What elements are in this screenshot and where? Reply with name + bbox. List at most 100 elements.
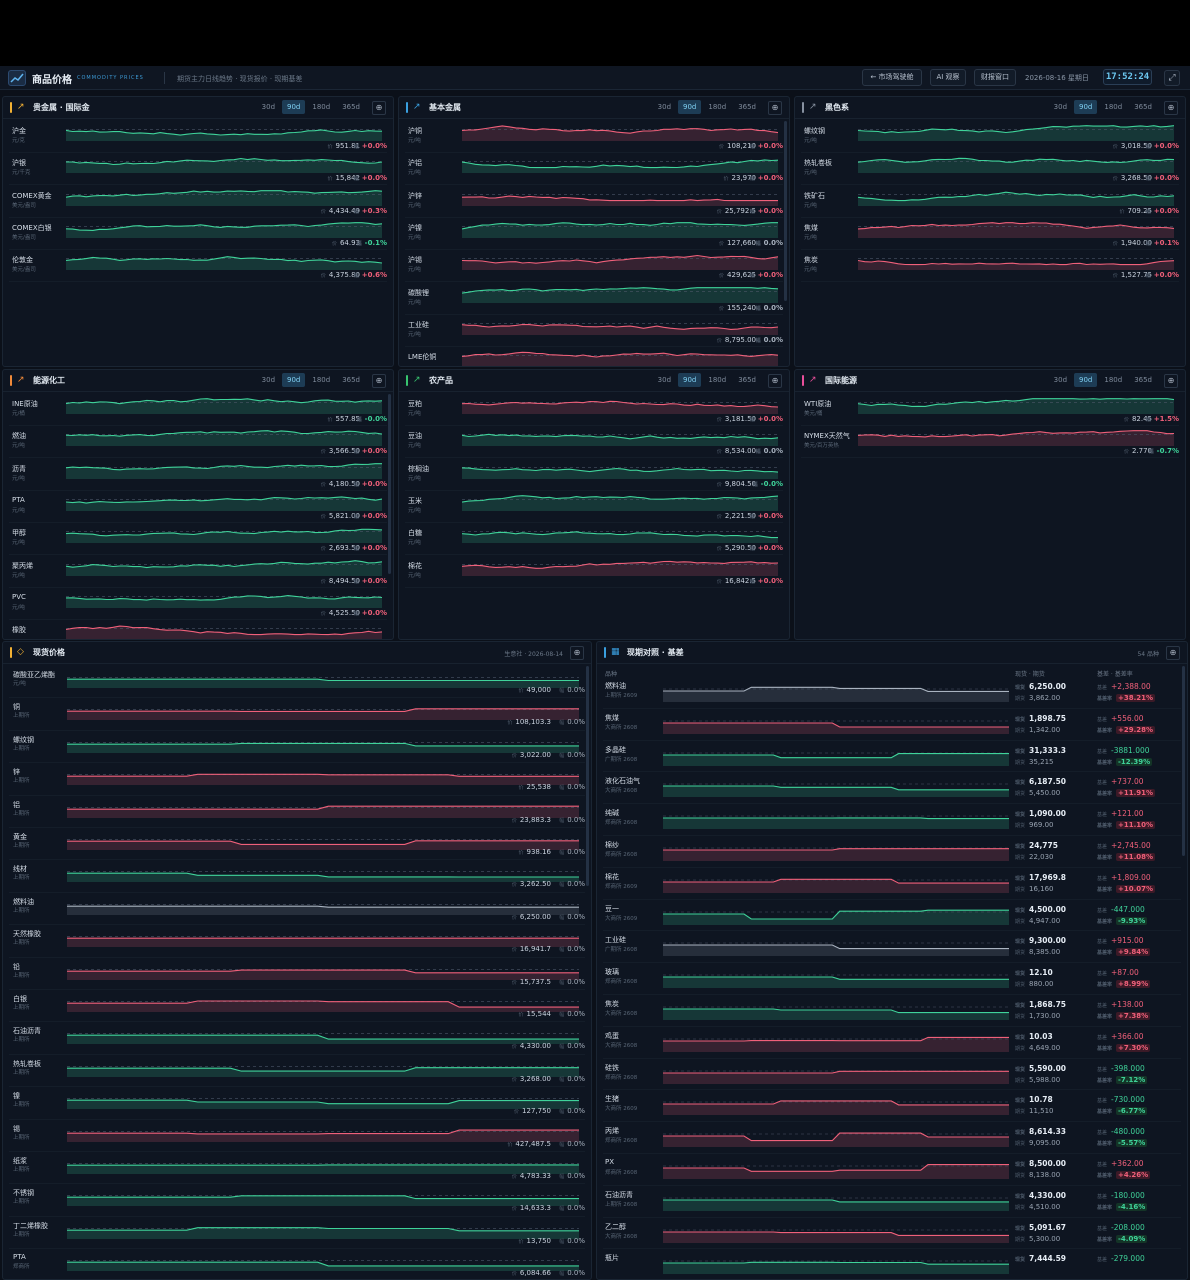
basis-row[interactable]: 棉纱 郑商所 2608 现货 24,775 期货 22,030 基差 +2,745.00 基差率… bbox=[603, 836, 1181, 868]
basis-row[interactable]: 纯碱 郑商所 2608 现货 1,090.00 期货 969.00 基差 +121.00 基差率… bbox=[603, 804, 1181, 836]
basis-row[interactable]: 多晶硅 广期所 2608 现货 31,333.3 期货 35,215 基差 -3881.000… bbox=[603, 741, 1181, 773]
zoom-icon[interactable]: ⊕ bbox=[1164, 101, 1178, 115]
range-30d[interactable]: 30d bbox=[657, 103, 672, 111]
zoom-icon[interactable]: ⊕ bbox=[1164, 374, 1178, 388]
spot-row[interactable]: 锡上期所价 427,487.5 幅 0.0% bbox=[9, 1120, 585, 1152]
basis-row[interactable]: 石油沥青 上期所 2608 现货 4,330.00 期货 4,510.00 基差 -180.0… bbox=[603, 1186, 1181, 1218]
market-row[interactable]: NYMEX天然气 美元/百万英热价 2.770 幅 -0.7% bbox=[801, 426, 1179, 459]
spot-row[interactable]: 铝上期所价 23,883.3 幅 0.0% bbox=[9, 796, 585, 828]
market-row[interactable]: 燃油 元/吨价 3,566.50 幅 +0.0% bbox=[9, 426, 387, 459]
spot-row[interactable]: 铜上期所价 108,103.3 幅 0.0% bbox=[9, 698, 585, 731]
market-row[interactable]: 热轧卷板 元/吨价 3,268.50 幅 +0.0% bbox=[801, 153, 1179, 186]
market-row[interactable]: PTA 元/吨价 5,821.00 幅 +0.0% bbox=[9, 491, 387, 523]
basis-row[interactable]: 丙烯 郑商所 2608 现货 8,614.33 期货 9,095.00 基差 -480.000… bbox=[603, 1122, 1181, 1154]
market-row[interactable]: 棕榈油 元/吨价 9,804.50 幅 -0.0% bbox=[405, 459, 783, 491]
market-row[interactable]: 沪铝 元/吨价 23,970 幅 +0.0% bbox=[405, 153, 783, 186]
range-365d[interactable]: 365d bbox=[342, 103, 360, 111]
range-365d[interactable]: 365d bbox=[1134, 103, 1152, 111]
range-180d[interactable]: 180d bbox=[312, 376, 331, 384]
market-row[interactable]: 焦煤 元/吨价 1,940.00 幅 +0.1% bbox=[801, 218, 1179, 250]
market-cockpit-button[interactable]: ← 市场驾驶舱 bbox=[862, 69, 922, 86]
spot-row[interactable]: 燃料油 上期所价 6,250.00 幅 0.0% bbox=[9, 893, 585, 926]
earnings-window-button[interactable]: 财报窗口 bbox=[974, 69, 1016, 86]
market-row[interactable]: 沪金 元/克价 951.81 幅 +0.0% bbox=[9, 121, 387, 153]
range-30d[interactable]: 30d bbox=[1053, 103, 1068, 111]
range-90d[interactable]: 90d bbox=[1074, 100, 1098, 114]
basis-row[interactable]: 豆一 大商所 2609 现货 4,500.00 期货 4,947.00 基差 -447.000… bbox=[603, 900, 1181, 932]
spot-row[interactable]: 天然橡胶 上期所价 16,941.7 幅 0.0% bbox=[9, 925, 585, 958]
basis-row[interactable]: 鸡蛋 大商所 2608 现货 10.03 期货 4,649.00 基差 +366.00 基差率 +… bbox=[603, 1027, 1181, 1059]
range-90d[interactable]: 90d bbox=[282, 100, 306, 114]
fullscreen-icon[interactable]: ⤢ bbox=[1164, 70, 1180, 86]
market-row[interactable]: 沪锡 元/吨价 429,625 幅 +0.0% bbox=[405, 250, 783, 283]
basis-row[interactable]: 燃料油 上期所 2609 现货 6,250.00 期货 3,862.00 基差 +2,388.… bbox=[603, 677, 1181, 709]
range-30d[interactable]: 30d bbox=[657, 376, 672, 384]
range-30d[interactable]: 30d bbox=[261, 376, 276, 384]
zoom-icon[interactable]: ⊕ bbox=[372, 101, 386, 115]
range-365d[interactable]: 365d bbox=[738, 376, 756, 384]
market-row[interactable]: 沪铜 元/吨价 108,210 幅 +0.0% bbox=[405, 121, 783, 153]
market-row[interactable]: PVC 元/吨价 4,525.50 幅 +0.0% bbox=[9, 588, 387, 620]
basis-row[interactable]: 生猪 大商所 2609 现货 10.78 期货 11,510 基差 -730.000 基差率 -6… bbox=[603, 1090, 1181, 1123]
market-row[interactable]: WTI原油 美元/桶价 82.45 幅 +1.5% bbox=[801, 394, 1179, 426]
spot-row[interactable]: 碳酸亚乙烯酯 元/吨价 49,000 幅 0.0% bbox=[9, 666, 585, 699]
ai-observe-button[interactable]: AI 观察 bbox=[930, 69, 966, 86]
range-365d[interactable]: 365d bbox=[738, 103, 756, 111]
range-90d[interactable]: 90d bbox=[678, 100, 702, 114]
market-row[interactable]: COMEX白银 美元/盎司价 64.93 幅 -0.1% bbox=[9, 218, 387, 250]
market-row[interactable]: 沪锌 元/吨价 25,792.5 幅 +0.0% bbox=[405, 186, 783, 218]
basis-row[interactable]: 焦煤 大商所 2608 现货 1,898.75 期货 1,342.00 基差 +556.00 基… bbox=[603, 709, 1181, 741]
market-row[interactable]: 焦炭 元/吨价 1,527.75 幅 +0.0% bbox=[801, 250, 1179, 283]
zoom-icon[interactable]: ⊕ bbox=[768, 101, 782, 115]
market-row[interactable]: 伦敦金 美元/盎司价 4,375.80 幅 +0.6% bbox=[9, 250, 387, 283]
basis-row[interactable]: 乙二醇 大商所 2608 现货 5,091.67 期货 5,300.00 基差 -208.00… bbox=[603, 1218, 1181, 1250]
range-90d[interactable]: 90d bbox=[282, 373, 306, 387]
zoom-icon[interactable]: ⊕ bbox=[768, 374, 782, 388]
basis-row[interactable]: 液化石油气 大商所 2608 现货 6,187.50 期货 5,450.00 基差 +737.… bbox=[603, 772, 1181, 805]
spot-row[interactable]: PTA 郑商所价 6,084.66 幅 0.0% bbox=[9, 1249, 585, 1279]
basis-row[interactable]: 硅铁 郑商所 2608 现货 5,590.00 期货 5,988.00 基差 -398.000… bbox=[603, 1059, 1181, 1091]
basis-row[interactable]: 玻璃 郑商所 2608 现货 12.10 期货 880.00 基差 +87.00 基差率 +8.9… bbox=[603, 963, 1181, 995]
market-row[interactable]: 豆粕 元/吨价 3,181.50 幅 +0.0% bbox=[405, 394, 783, 426]
range-30d[interactable]: 30d bbox=[1053, 376, 1068, 384]
spot-row[interactable]: 锌上期所价 25,538 幅 0.0% bbox=[9, 763, 585, 796]
spot-row[interactable]: 白银 上期所价 15,544 幅 0.0% bbox=[9, 990, 585, 1023]
basis-row[interactable]: 焦炭 大商所 2608 现货 1,868.75 期货 1,730.00 基差 +138.00 基… bbox=[603, 995, 1181, 1027]
spot-row[interactable]: 黄金 上期所价 938.16 幅 0.0% bbox=[9, 828, 585, 861]
spot-row[interactable]: 铅上期所价 15,737.5 幅 0.0% bbox=[9, 958, 585, 990]
range-90d[interactable]: 90d bbox=[1074, 373, 1098, 387]
scrollbar[interactable] bbox=[784, 121, 787, 301]
spot-row[interactable]: 螺纹钢 上期所价 3,022.00 幅 0.0% bbox=[9, 731, 585, 764]
range-180d[interactable]: 180d bbox=[1104, 103, 1123, 111]
market-row[interactable]: 螺纹钢 元/吨价 3,018.50 幅 +0.0% bbox=[801, 121, 1179, 153]
range-180d[interactable]: 180d bbox=[708, 376, 727, 384]
spot-row[interactable]: 热轧卷板 上期所价 3,268.00 幅 0.0% bbox=[9, 1055, 585, 1088]
spot-row[interactable]: 纸浆 上期所价 4,783.33 幅 0.0% bbox=[9, 1152, 585, 1185]
market-row[interactable]: 工业硅 元/吨价 8,795.00 幅 0.0% bbox=[405, 315, 783, 347]
zoom-icon[interactable]: ⊕ bbox=[1166, 646, 1180, 660]
spot-row[interactable]: 丁二烯橡胶 上期所价 13,750 幅 0.0% bbox=[9, 1217, 585, 1250]
range-30d[interactable]: 30d bbox=[261, 103, 276, 111]
range-180d[interactable]: 180d bbox=[1104, 376, 1123, 384]
market-row[interactable]: 豆油 元/吨价 8,534.00 幅 0.0% bbox=[405, 426, 783, 459]
spot-row[interactable]: 线材 上期所价 3,262.50 幅 0.0% bbox=[9, 860, 585, 893]
market-row[interactable]: 棉花 元/吨价 16,842.5 幅 +0.0% bbox=[405, 556, 783, 588]
market-row[interactable]: 甲醇 元/吨价 2,693.50 幅 +0.0% bbox=[9, 523, 387, 556]
market-row[interactable]: 聚丙烯 元/吨价 8,494.50 幅 +0.0% bbox=[9, 556, 387, 588]
zoom-icon[interactable]: ⊕ bbox=[372, 374, 386, 388]
market-row[interactable]: 橡胶 bbox=[9, 620, 387, 639]
basis-row[interactable]: 工业硅 广期所 2608 现货 9,300.00 期货 8,385.00 基差 +915.00… bbox=[603, 931, 1181, 964]
range-180d[interactable]: 180d bbox=[708, 103, 727, 111]
market-row[interactable]: 沪银 元/千克价 15,842 幅 +0.0% bbox=[9, 153, 387, 186]
scrollbar[interactable] bbox=[1182, 666, 1185, 856]
range-365d[interactable]: 365d bbox=[1134, 376, 1152, 384]
market-row[interactable]: 碳酸锂 元/吨价 155,240 幅 0.0% bbox=[405, 283, 783, 315]
market-row[interactable]: 玉米 元/吨价 2,221.50 幅 +0.0% bbox=[405, 491, 783, 523]
scrollbar[interactable] bbox=[586, 666, 589, 886]
scrollbar[interactable] bbox=[388, 394, 391, 574]
range-365d[interactable]: 365d bbox=[342, 376, 360, 384]
basis-row[interactable]: 瓶片 现货 7,444.59 基差 -279.000 bbox=[603, 1249, 1181, 1279]
market-row[interactable]: LME伦铜 bbox=[405, 347, 783, 366]
spot-row[interactable]: 石油沥青 上期所价 4,330.00 幅 0.0% bbox=[9, 1022, 585, 1055]
basis-row[interactable]: PX 郑商所 2608 现货 8,500.00 期货 8,138.00 基差 +362.00 基… bbox=[603, 1154, 1181, 1186]
